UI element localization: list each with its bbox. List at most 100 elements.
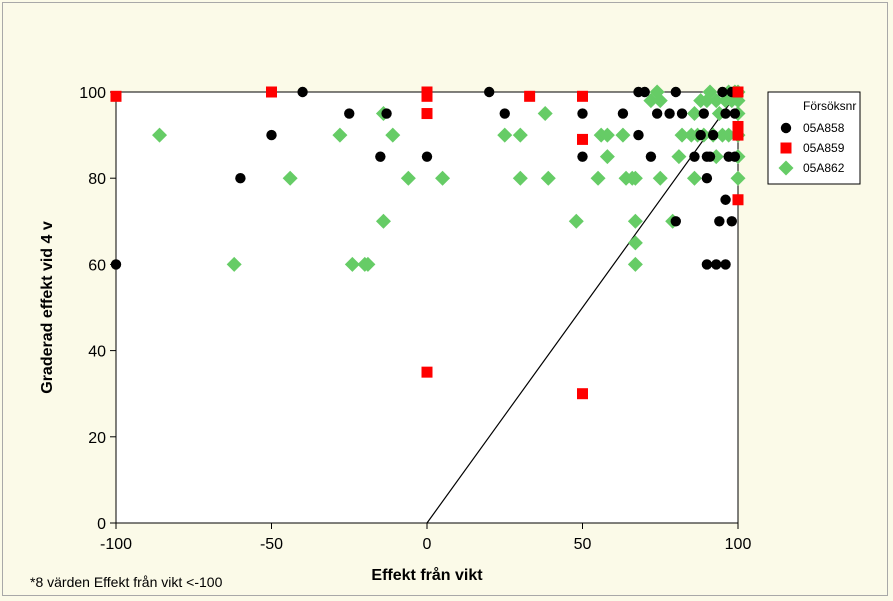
point-05a862 [652,93,668,109]
legend-label: 05A862 [803,161,845,175]
y-tick-label: 60 [88,257,106,274]
point-05a858 [729,151,741,162]
point-05a858 [698,108,709,119]
point-05a859 [577,133,588,145]
legend-marker-05a862 [778,160,794,176]
point-05a862 [152,127,168,143]
x-tick-label: -100 [100,536,132,553]
point-05a862 [730,170,746,186]
point-05a862 [599,149,615,165]
point-05a862 [332,127,348,143]
point-05a858 [701,259,713,270]
y-tick-label: 80 [88,171,106,188]
point-05a859 [110,90,122,102]
point-05a862 [721,127,737,143]
point-05a858 [664,108,675,119]
point-05a862 [540,170,556,186]
x-tick-label: 50 [574,536,592,553]
point-05a858 [381,108,392,119]
point-05a858 [704,151,716,162]
y-axis-title: Graderad effekt vid 4 v [39,221,56,394]
point-05a858 [344,108,355,119]
point-05a862 [497,127,513,143]
point-05a858 [676,108,688,119]
point-05a858 [110,259,122,270]
point-05a862 [375,213,391,229]
point-05a859 [421,90,433,102]
y-tick-label: 20 [88,430,106,447]
point-05a858 [235,173,246,184]
x-axis: -100 -50 0 50 100 [100,523,751,553]
point-05a862 [226,256,242,272]
point-05a858 [707,129,719,141]
point-05a859 [421,108,433,120]
point-05a862 [627,170,643,186]
point-05a859 [524,90,536,102]
point-05a859 [266,86,277,98]
point-05a859 [577,388,588,400]
point-05a862 [282,170,298,186]
x-tick-label: 100 [725,536,752,553]
point-05a858 [633,129,644,141]
point-05a858 [726,216,737,227]
point-05a858 [720,194,731,205]
point-05a858 [701,173,713,184]
point-05a862 [537,106,553,122]
reference-line [426,91,739,524]
point-05a858 [670,216,681,227]
point-05a862 [652,170,668,186]
point-05a858 [499,108,510,119]
point-05a862 [512,170,528,186]
point-05a858 [720,259,731,270]
point-05a858 [651,108,663,119]
point-05a862 [708,93,724,109]
point-05a859 [421,366,433,378]
point-05a862 [615,127,631,143]
point-05a858 [711,259,722,270]
point-05a862 [686,170,702,186]
point-05a859 [577,90,588,102]
legend-marker-05a858 [780,122,792,134]
point-05a858 [670,86,681,98]
point-05a858 [617,108,629,119]
point-05a862 [674,127,690,143]
x-tick-label: 0 [423,536,432,553]
point-05a859 [732,129,744,141]
point-05a862 [568,213,584,229]
point-05a858 [645,151,657,162]
point-05a862 [671,149,687,165]
point-05a862 [599,127,615,143]
legend-marker-05a859 [780,142,792,154]
point-05a859 [732,120,744,132]
x-axis-title: Effekt från vikt [371,566,483,584]
point-05a862 [360,256,376,272]
point-05a862 [627,256,643,272]
legend-label: 05A859 [803,141,845,155]
legend-title: Försöksnr [803,99,856,113]
y-tick-label: 40 [88,344,106,361]
point-05a858 [577,108,588,119]
point-05a858 [717,86,728,98]
point-05a858 [297,86,308,98]
point-05a858 [695,129,706,141]
point-05a858 [421,151,433,162]
point-05a858 [714,216,725,227]
point-05a858 [577,151,588,162]
point-05a862 [435,170,451,186]
point-05a862 [512,127,528,143]
point-05a862 [400,170,416,186]
point-05a858 [266,129,277,141]
y-axis: 0 20 40 60 80 100 [79,85,116,533]
y-tick-label: 0 [97,516,106,533]
point-05a859 [732,194,744,206]
point-05a862 [627,235,643,251]
point-05a862 [627,213,643,229]
legend: Försöksnr 05A858 05A859 05A862 [767,91,861,185]
point-05a858 [375,151,386,162]
point-05a858 [729,108,741,119]
point-05a862 [686,106,702,122]
legend-label: 05A858 [803,121,845,135]
